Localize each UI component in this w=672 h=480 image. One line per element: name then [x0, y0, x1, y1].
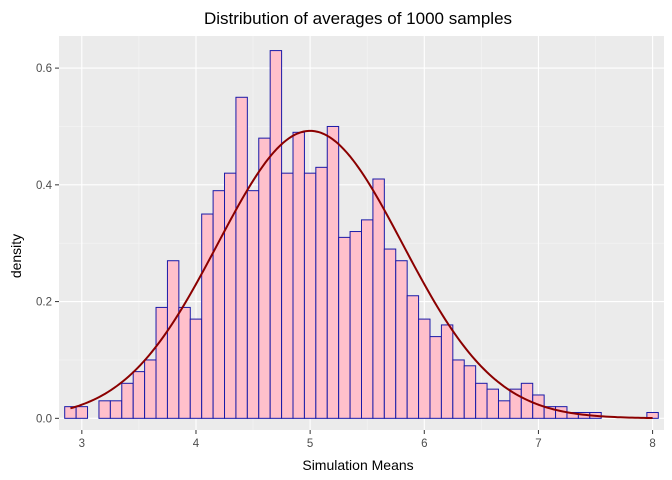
histogram-bar — [452, 359, 465, 419]
histogram-bar — [75, 406, 89, 419]
histogram-bar — [121, 382, 134, 419]
y-axis: 0.0 0.2 0.4 0.6 — [36, 63, 59, 425]
histogram-bar — [235, 96, 248, 419]
histogram-bar — [315, 166, 328, 419]
histogram-bar — [338, 236, 351, 419]
histogram-bar — [109, 400, 123, 419]
x-tick-label: 7 — [535, 438, 541, 450]
chart-title: Distribution of averages of 1000 samples — [204, 9, 512, 28]
y-tick-label: 0.6 — [36, 63, 52, 75]
histogram-bar — [246, 190, 260, 419]
histogram-bar — [429, 336, 442, 419]
histogram-bar — [463, 365, 477, 419]
histogram-bar — [406, 295, 420, 419]
histogram-bar — [440, 324, 454, 419]
histogram-bar — [395, 260, 408, 419]
histogram-bar — [281, 172, 294, 419]
histogram-bar — [475, 382, 488, 419]
histogram-bar — [166, 260, 180, 419]
x-tick-label: 8 — [649, 438, 655, 450]
histogram-bar — [349, 231, 362, 419]
y-tick-label: 0.4 — [36, 180, 53, 192]
histogram-bar — [189, 318, 203, 419]
y-tick-label: 0.0 — [36, 413, 52, 425]
histogram-bar — [98, 400, 111, 419]
histogram-bar — [144, 359, 157, 419]
histogram-bar — [497, 400, 511, 419]
histogram-bar — [155, 306, 168, 419]
x-tick-label: 3 — [79, 438, 85, 450]
x-tick-label: 6 — [421, 438, 427, 450]
x-tick-label: 5 — [307, 438, 313, 450]
histogram-bar — [361, 219, 374, 419]
histogram-bar — [212, 190, 226, 419]
histogram-bar — [292, 131, 305, 419]
histogram-bar — [224, 172, 237, 419]
histogram-bar — [486, 388, 499, 419]
density-curve — [70, 129, 653, 420]
histogram-bar — [418, 318, 431, 419]
histogram-bar — [132, 371, 146, 419]
histogram-bar — [64, 406, 77, 419]
histogram-bar — [646, 411, 659, 419]
histogram-bar — [303, 172, 317, 419]
histogram-bar — [372, 178, 385, 419]
histogram-bar — [383, 248, 397, 419]
histogram-bar — [258, 137, 271, 419]
histogram-bars — [64, 50, 659, 419]
histogram-bar — [178, 306, 191, 419]
x-axis: 3 4 5 6 7 8 — [79, 430, 656, 450]
y-axis-title: density — [8, 234, 24, 278]
x-axis-title: Simulation Means — [302, 457, 413, 473]
x-tick-label: 4 — [193, 438, 200, 450]
histogram-bar — [269, 50, 283, 419]
y-tick-label: 0.2 — [36, 297, 52, 309]
histogram-bar — [201, 213, 214, 419]
histogram-bar — [326, 125, 340, 419]
